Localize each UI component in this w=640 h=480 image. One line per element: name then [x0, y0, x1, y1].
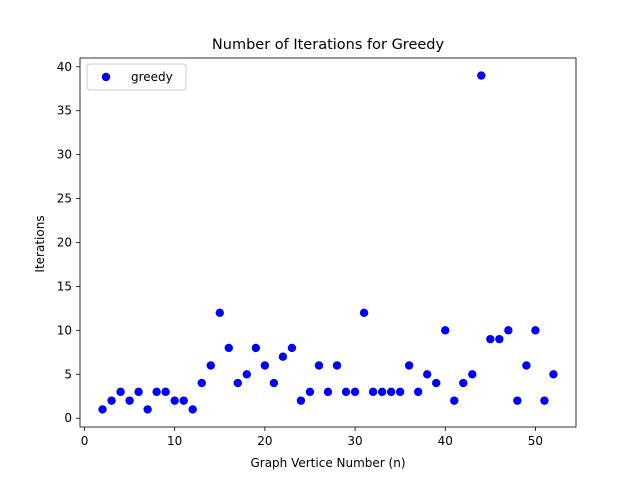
- data-point: [531, 326, 540, 335]
- data-point: [468, 370, 477, 379]
- data-point: [359, 308, 369, 317]
- data-point: [170, 396, 179, 405]
- data-point: [540, 396, 549, 405]
- data-point: [404, 361, 414, 370]
- data-point: [495, 334, 504, 344]
- y-tick-label: 30: [57, 148, 72, 162]
- y-tick-label: 10: [57, 323, 72, 337]
- data-point: [513, 396, 522, 405]
- data-point: [152, 387, 161, 397]
- data-point: [125, 396, 134, 405]
- data-point: [278, 352, 288, 361]
- data-point: [215, 308, 224, 317]
- data-point: [224, 343, 233, 353]
- data-point: [305, 387, 315, 397]
- y-axis: 0 5 10 15 20 25 30 35 40: [57, 60, 80, 425]
- data-point: [242, 370, 252, 379]
- data-point: [477, 71, 486, 80]
- data-point: [350, 387, 360, 397]
- data-point: [413, 387, 423, 397]
- data-point: [486, 334, 495, 344]
- data-point: [206, 361, 215, 370]
- x-tick-label: 40: [438, 434, 453, 448]
- x-tick-label: 10: [167, 434, 182, 448]
- data-point: [377, 387, 387, 397]
- data-point: [287, 343, 297, 353]
- data-point: [134, 387, 143, 397]
- data-points: [98, 71, 558, 414]
- x-tick-label: 0: [81, 434, 89, 448]
- data-point: [269, 378, 279, 388]
- data-point: [116, 387, 125, 397]
- data-point: [233, 378, 243, 388]
- x-tick-label: 20: [257, 434, 272, 448]
- data-point: [341, 387, 351, 397]
- y-tick-label: 40: [57, 60, 72, 74]
- data-point: [260, 361, 270, 370]
- data-point: [314, 361, 324, 370]
- data-point: [549, 370, 558, 379]
- data-point: [395, 387, 405, 397]
- data-point: [423, 370, 432, 379]
- y-tick-label: 15: [57, 279, 72, 293]
- data-point: [161, 387, 170, 397]
- data-point: [197, 378, 206, 388]
- data-point: [441, 326, 450, 335]
- data-point: [450, 396, 459, 405]
- legend-marker: [101, 72, 111, 82]
- x-tick-label: 30: [347, 434, 362, 448]
- x-axis: 0 10 20 30 40 50: [81, 427, 543, 448]
- y-tick-label: 5: [64, 367, 72, 381]
- data-point: [251, 343, 261, 353]
- data-point: [179, 396, 188, 405]
- data-point: [296, 396, 306, 405]
- data-point: [143, 405, 152, 414]
- y-axis-label: Iterations: [33, 215, 47, 272]
- data-point: [188, 405, 197, 414]
- data-point: [107, 396, 116, 405]
- data-point: [459, 378, 468, 388]
- x-tick-label: 50: [528, 434, 543, 448]
- data-point: [98, 405, 107, 414]
- y-tick-label: 20: [57, 236, 72, 250]
- data-point: [504, 326, 513, 335]
- data-point: [323, 387, 333, 397]
- data-point: [432, 378, 441, 388]
- chart-title: Number of Iterations for Greedy: [212, 37, 445, 53]
- y-tick-label: 35: [57, 104, 72, 118]
- legend-box: [86, 63, 187, 91]
- data-point: [368, 387, 378, 397]
- legend-label: greedy: [131, 70, 173, 84]
- data-point: [522, 361, 531, 370]
- data-point: [332, 361, 342, 370]
- legend: greedy: [86, 63, 187, 91]
- y-tick-label: 25: [57, 192, 72, 206]
- x-axis-label: Graph Vertice Number (n): [250, 456, 405, 470]
- data-point: [386, 387, 396, 397]
- y-tick-label: 0: [64, 411, 72, 425]
